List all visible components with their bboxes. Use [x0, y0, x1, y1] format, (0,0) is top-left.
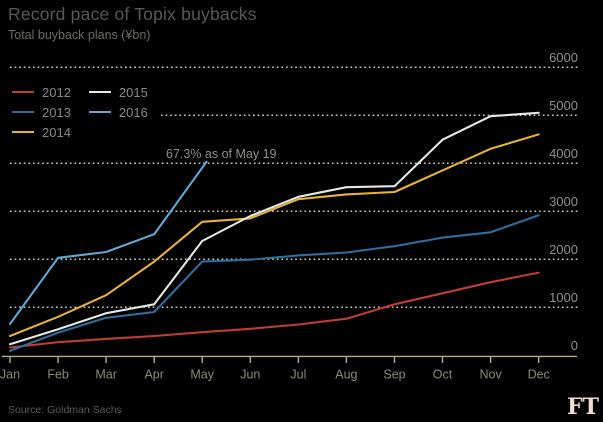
legend-swatch-2013 [12, 111, 34, 113]
legend-item-2013: 2013 [12, 104, 71, 120]
legend-label-2014: 2014 [42, 124, 71, 140]
chart-subtitle: Total buyback plans (¥bn) [8, 28, 151, 42]
y-axis-label-3000: 3000 [549, 194, 578, 209]
x-axis-label-Sep: Sep [383, 368, 405, 382]
x-axis-label-Aug: Aug [335, 368, 357, 382]
x-axis-label-Oct: Oct [433, 368, 453, 382]
series-line-2016 [8, 160, 208, 326]
legend-item-2014: 2014 [12, 124, 71, 140]
x-axis-label-Nov: Nov [479, 368, 502, 382]
legend-item-2012: 2012 [12, 84, 71, 100]
legend-label-2016: 2016 [118, 104, 148, 120]
y-axis-label-2000: 2000 [549, 242, 578, 257]
chart-legend: 2012 2013 2014 2015 2016 [12, 84, 148, 140]
legend-swatch-2014 [12, 131, 34, 133]
y-axis-label-5000: 5000 [549, 98, 578, 113]
chart-title: Record pace of Topix buybacks [8, 4, 257, 24]
x-axis-label-Mar: Mar [95, 368, 117, 382]
y-axis-label-1000: 1000 [549, 290, 578, 305]
legend-swatch-2015 [88, 91, 111, 93]
x-axis-label-Feb: Feb [47, 368, 69, 382]
legend-swatch-2012 [12, 91, 34, 93]
series-line-2012 [8, 271, 540, 349]
source-note: Source: Goldman Sachs [8, 404, 122, 416]
series-line-2015 [8, 111, 540, 346]
x-axis-label-May: May [190, 368, 214, 382]
x-axis-label-Jul: Jul [290, 368, 306, 382]
series-line-2014 [8, 133, 540, 338]
legend-item-2016: 2016 [88, 104, 148, 120]
legend-swatch-2016 [88, 111, 111, 113]
legend-label-2013: 2013 [42, 104, 71, 120]
y-axis-label-6000: 6000 [549, 50, 578, 65]
legend-item-2015: 2015 [88, 84, 148, 100]
y-axis-label-4000: 4000 [549, 146, 578, 161]
y-axis-label-0: 0 [571, 338, 578, 353]
ft-logo: FT [567, 394, 599, 420]
legend-label-2015: 2015 [118, 84, 148, 100]
legend-label-2012: 2012 [42, 84, 71, 100]
x-axis-label-Dec: Dec [528, 368, 550, 382]
series-line-2013 [8, 214, 540, 352]
annotation-2016: 67.3% as of May 19 [166, 147, 277, 161]
x-axis-label-Jan: Jan [0, 368, 20, 382]
x-axis-label-Apr: Apr [144, 368, 163, 382]
x-axis-label-Jun: Jun [240, 368, 260, 382]
